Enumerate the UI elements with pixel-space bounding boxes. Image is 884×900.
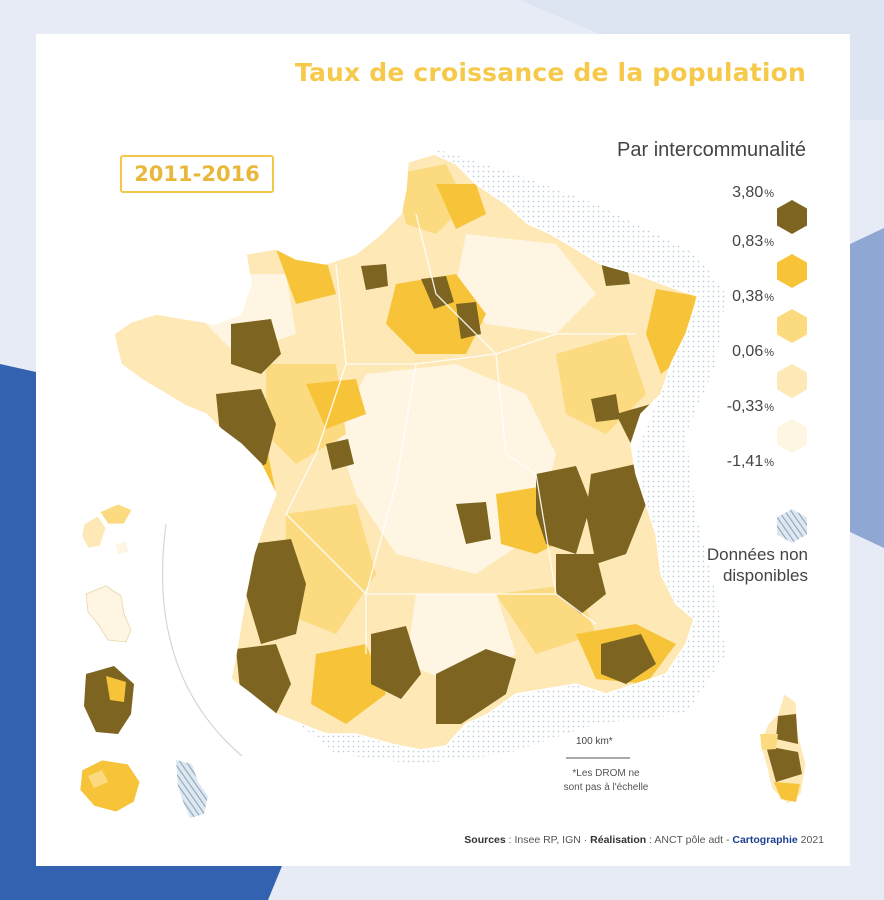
- martinique: [85, 585, 132, 643]
- legend-hex-2: [777, 254, 807, 288]
- legend-title: Par intercommunalité: [617, 139, 806, 161]
- region-east-dark: [591, 394, 620, 422]
- region-borders: [285, 213, 636, 654]
- legend-hex-1: [777, 200, 807, 234]
- region-toulouse-strong: [311, 644, 386, 724]
- legend-hex-3: [777, 309, 807, 343]
- guadeloupe: [81, 503, 133, 554]
- region-lyon-dark: [536, 466, 591, 554]
- corsica: [759, 693, 807, 805]
- guyane: [84, 666, 134, 734]
- mayotte: [176, 760, 208, 818]
- scale-label: 100 km*: [576, 736, 613, 747]
- region-gironde-dark: [246, 539, 306, 644]
- region-center-dark: [326, 439, 354, 470]
- region-hauts-strong: [436, 184, 486, 229]
- legend-label-2: 0,83%: [732, 233, 774, 250]
- region-north-dark: [361, 264, 388, 290]
- legend-hex-4: [777, 364, 807, 398]
- region-north-yellow: [396, 164, 466, 234]
- region-paris-dark-1: [421, 276, 454, 309]
- background-blue-right-shape: [850, 228, 884, 548]
- region-loire-strong: [306, 379, 366, 429]
- legend-label-4: 0,06%: [732, 343, 774, 360]
- reunion: [79, 759, 141, 813]
- france-map: [79, 149, 807, 818]
- region-auvergne-dark: [456, 502, 491, 544]
- region-alps-dark: [586, 464, 646, 564]
- drom-arc: [161, 523, 243, 757]
- legend-hex-5: [777, 419, 807, 453]
- region-montpellier-dark: [436, 649, 516, 724]
- region-toulouse-dark: [371, 626, 421, 699]
- region-marseille-dark: [601, 634, 656, 684]
- background-blue-left-shape: [0, 364, 282, 900]
- map-card: Taux de croissance de la population 2011…: [36, 34, 850, 866]
- legend-label-1: 3,80%: [732, 184, 774, 201]
- region-isere-dark: [556, 554, 606, 614]
- scale-note: *Les DROM ne sont pas à l'échelle: [563, 768, 649, 793]
- period-badge: 2011-2016: [120, 155, 274, 193]
- france-outline: [113, 153, 699, 751]
- legend-hex-nodata: [777, 509, 807, 543]
- legend-nodata-label: Données non disponibles: [706, 545, 808, 585]
- region-rennes-dark: [231, 319, 281, 374]
- legend-label-6: -1,41%: [726, 453, 774, 470]
- region-northeast-light: [456, 234, 596, 334]
- sources-footer: Sources : Insee RP, IGN · Réalisation : …: [464, 834, 824, 846]
- legend-label-5: -0,33%: [726, 398, 774, 415]
- map-title: Taux de croissance de la population: [294, 58, 806, 87]
- region-paris-dark-2: [456, 302, 481, 339]
- legend-label-3: 0,38%: [732, 288, 774, 305]
- background-light-top-shape: [520, 0, 884, 120]
- region-east-yellow: [556, 334, 646, 434]
